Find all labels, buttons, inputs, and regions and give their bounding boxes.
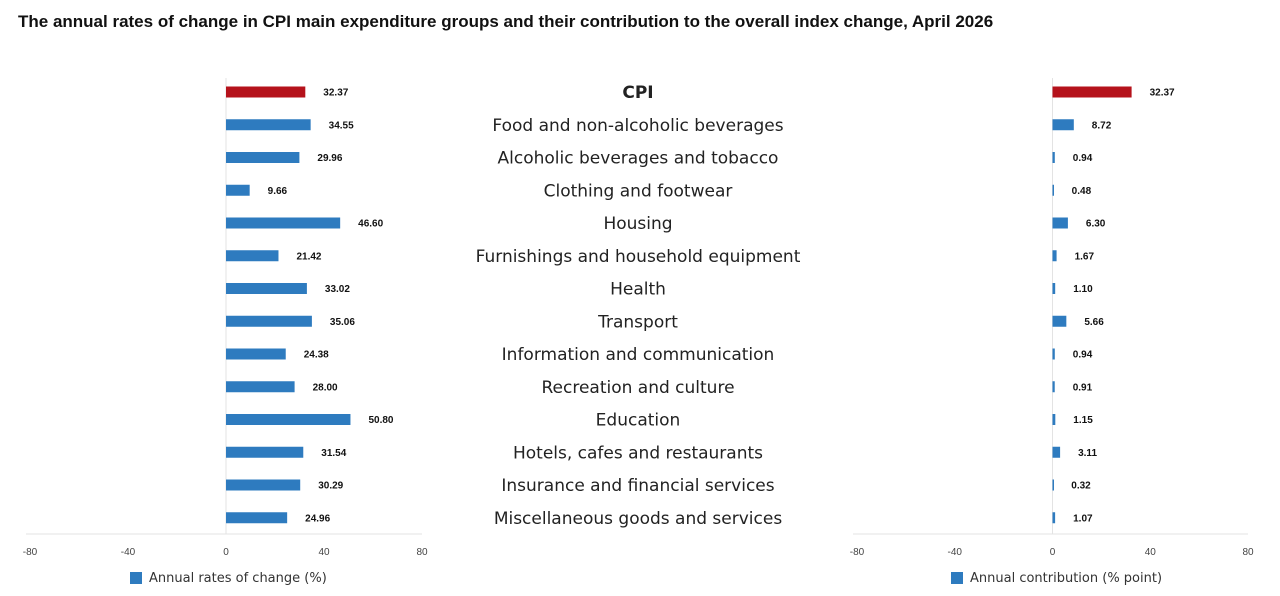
category-label: Insurance and financial services [501, 476, 774, 496]
rates-value-label: 33.02 [325, 284, 350, 295]
rates-bar [226, 479, 301, 491]
category-label: Health [610, 280, 666, 300]
rates-tick-label: -40 [121, 547, 136, 558]
contribution-tick-label: 0 [1050, 547, 1056, 558]
contribution-bar [1052, 446, 1061, 458]
contribution-value-label: 0.91 [1073, 382, 1093, 393]
rates-bar [226, 283, 307, 294]
category-label: Food and non-alcoholic beverages [492, 116, 783, 136]
rates-value-label: 50.80 [368, 415, 393, 426]
rates-value-label: 24.38 [304, 350, 329, 361]
category-label: Miscellaneous goods and services [494, 509, 783, 529]
rates-value-label: 24.96 [305, 513, 330, 524]
contribution-bar [1052, 381, 1055, 393]
contribution-bar [1052, 250, 1057, 262]
chart-title: The annual rates of change in CPI main e… [18, 12, 994, 31]
contribution-legend-swatch [951, 572, 963, 584]
rates-bar [226, 250, 279, 262]
rates-bar [226, 446, 304, 458]
contribution-bar [1052, 315, 1067, 327]
contribution-value-label: 0.32 [1071, 481, 1091, 492]
contribution-value-label: 3.11 [1078, 448, 1097, 459]
contribution-value-label: 0.94 [1073, 350, 1093, 361]
contribution-bar [1052, 86, 1132, 98]
rates-legend-label: Annual rates of change (%) [149, 571, 327, 586]
contribution-bar [1052, 119, 1074, 131]
category-label: Education [596, 411, 681, 431]
contribution-tick-label: -80 [850, 547, 865, 558]
contribution-value-label: 1.10 [1073, 284, 1093, 295]
rates-value-label: 34.55 [329, 120, 354, 131]
rates-value-label: 32.37 [323, 88, 348, 99]
category-label: Clothing and footwear [544, 181, 733, 201]
contribution-tick-label: -40 [948, 547, 963, 558]
contribution-value-label: 6.30 [1086, 219, 1106, 230]
rates-value-label: 9.66 [268, 186, 288, 197]
category-label: Transport [597, 312, 678, 332]
rates-bar [226, 348, 286, 360]
category-label: Hotels, cafes and restaurants [513, 443, 763, 463]
rates-value-label: 28.00 [313, 382, 338, 393]
rates-bar [226, 315, 312, 327]
category-label: CPI [622, 83, 653, 103]
rates-tick-label: 0 [223, 547, 229, 558]
contribution-bar [1052, 414, 1056, 425]
rates-value-label: 31.54 [321, 448, 346, 459]
category-labels: CPI Food and non-alcoholic beverages Alcoh… [476, 83, 801, 529]
rates-value-label: 30.29 [318, 481, 343, 492]
rates-value-label: 35.06 [330, 317, 355, 328]
category-label: Information and communication [502, 345, 775, 365]
rates-tick-label: 40 [318, 547, 330, 558]
rates-bar [226, 152, 300, 163]
rates-bar [226, 86, 306, 98]
rates-value-label: 29.96 [317, 153, 342, 164]
rates-value-label: 21.42 [296, 251, 321, 262]
right-panel-contribution: -80 -40 0 40 80 32.37 8.72 0.94 0.48 6.30 1.67 1.10… [850, 78, 1254, 586]
rates-legend-swatch [130, 572, 142, 584]
rates-tick-label: 80 [416, 547, 428, 558]
category-label: Recreation and culture [541, 378, 734, 398]
contribution-bar [1052, 479, 1054, 491]
rates-tick-label: -80 [23, 547, 38, 558]
rates-bar [226, 217, 341, 229]
rates-value-label: 46.60 [358, 219, 383, 230]
contribution-tick-label: 80 [1242, 547, 1254, 558]
contribution-value-label: 5.66 [1084, 317, 1104, 328]
contribution-value-label: 1.15 [1073, 415, 1093, 426]
rates-bar [226, 414, 351, 425]
contribution-value-label: 8.72 [1092, 120, 1112, 131]
rates-bar [226, 119, 311, 131]
category-label: Furnishings and household equipment [476, 247, 801, 267]
contribution-value-label: 32.37 [1150, 88, 1175, 99]
category-label: Alcoholic beverages and tobacco [498, 149, 779, 169]
contribution-bar [1052, 217, 1068, 229]
contribution-bar [1052, 283, 1056, 294]
contribution-bar [1052, 184, 1054, 196]
contribution-value-label: 0.48 [1072, 186, 1092, 197]
contribution-bar [1052, 348, 1055, 360]
contribution-bar [1052, 152, 1055, 163]
rates-bar [226, 381, 295, 393]
contribution-legend-label: Annual contribution (% point) [970, 571, 1162, 586]
rates-bar [226, 184, 250, 196]
left-panel-rates: -80 -40 0 40 80 32.37 34.55 29.96 9.66 46.60 21.42… [23, 78, 428, 586]
contribution-bar [1052, 512, 1056, 524]
contribution-value-label: 1.07 [1073, 513, 1093, 524]
contribution-tick-label: 40 [1145, 547, 1157, 558]
category-label: Housing [603, 214, 672, 234]
rates-bar [226, 512, 288, 524]
contribution-value-label: 0.94 [1073, 153, 1093, 164]
contribution-value-label: 1.67 [1075, 251, 1095, 262]
